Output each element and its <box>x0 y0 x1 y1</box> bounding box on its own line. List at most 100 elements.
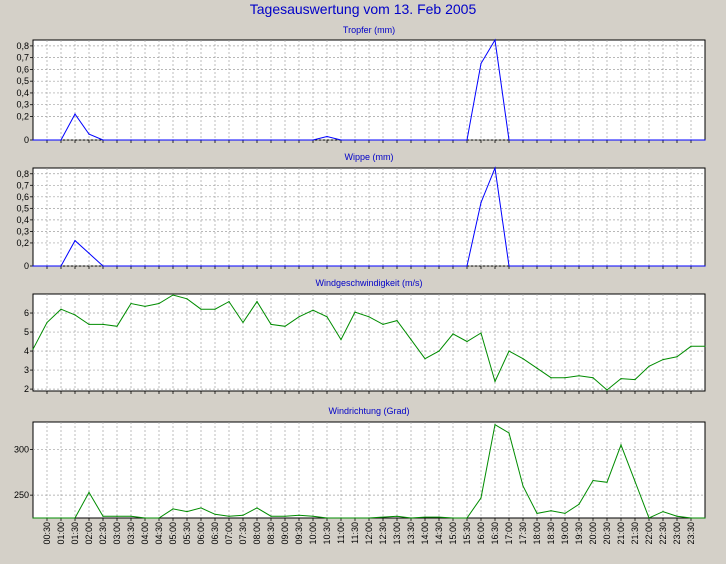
data-point <box>424 358 426 360</box>
data-point <box>354 265 356 267</box>
data-point <box>88 323 90 325</box>
data-point <box>60 139 62 141</box>
data-point <box>676 356 678 358</box>
data-point <box>480 497 482 499</box>
data-point <box>130 302 132 305</box>
data-point <box>116 139 118 141</box>
data-point <box>298 265 300 267</box>
data-point <box>536 265 538 267</box>
data-point <box>228 515 230 517</box>
data-point <box>340 339 342 341</box>
data-point <box>88 133 90 135</box>
data-point <box>214 308 216 310</box>
x-tick-label: 21:00 <box>616 522 626 545</box>
x-tick-label: 16:30 <box>490 522 500 545</box>
x-tick-label: 19:30 <box>574 522 584 545</box>
data-point <box>340 517 342 519</box>
data-point <box>298 139 300 141</box>
data-point <box>634 480 636 482</box>
data-point <box>172 139 174 141</box>
data-point <box>438 516 440 518</box>
data-point <box>508 350 510 352</box>
data-point <box>704 139 706 141</box>
data-point <box>326 517 328 519</box>
chart-title: Tropfer (mm) <box>343 25 395 35</box>
data-point <box>396 320 398 322</box>
data-point <box>88 252 90 254</box>
x-tick-label: 06:30 <box>210 522 220 545</box>
data-point <box>298 514 300 516</box>
data-point <box>438 139 440 141</box>
data-point <box>60 308 62 310</box>
data-point <box>424 139 426 141</box>
data-point <box>578 265 580 267</box>
data-point <box>340 265 342 267</box>
data-point <box>410 339 412 341</box>
data-point <box>704 345 706 347</box>
x-tick-label: 02:00 <box>84 522 94 545</box>
data-point <box>410 265 412 267</box>
data-point <box>648 517 650 519</box>
data-point <box>452 265 454 267</box>
data-point <box>452 139 454 141</box>
data-point <box>592 265 594 267</box>
data-point <box>186 511 188 513</box>
data-point <box>494 167 496 169</box>
data-point <box>522 358 524 360</box>
data-point <box>382 265 384 267</box>
x-tick-label: 10:30 <box>322 522 332 545</box>
y-tick-label: 0,4 <box>16 215 29 225</box>
data-point <box>368 316 370 318</box>
y-tick-label: 0,7 <box>16 53 29 63</box>
data-point <box>550 377 552 379</box>
x-tick-label: 17:00 <box>504 522 514 545</box>
data-point <box>158 517 160 519</box>
data-point <box>242 265 244 267</box>
chart-title: Windrichtung (Grad) <box>328 406 409 416</box>
x-tick-label: 14:00 <box>420 522 430 545</box>
data-point <box>662 139 664 141</box>
data-point <box>606 265 608 267</box>
data-point <box>494 39 496 41</box>
data-point <box>354 517 356 519</box>
data-point <box>32 517 34 519</box>
data-point <box>46 139 48 141</box>
data-point <box>102 139 104 141</box>
page-title: Tagesauswertung vom 13. Feb 2005 <box>249 1 477 17</box>
data-point <box>284 325 286 327</box>
data-point <box>676 139 678 141</box>
data-point <box>354 311 356 313</box>
x-tick-label: 16:00 <box>476 522 486 545</box>
data-point <box>74 240 76 242</box>
data-point <box>270 515 272 517</box>
x-tick-label: 04:00 <box>140 522 150 545</box>
data-point <box>592 377 594 379</box>
data-point <box>480 202 482 204</box>
x-tick-label: 01:00 <box>56 522 66 545</box>
data-point <box>578 375 580 377</box>
data-point <box>564 265 566 267</box>
data-point <box>144 517 146 519</box>
data-point <box>676 265 678 267</box>
data-point <box>662 359 664 361</box>
data-point <box>634 139 636 141</box>
x-tick-label: 14:30 <box>434 522 444 545</box>
x-tick-label: 05:00 <box>168 522 178 545</box>
data-point <box>242 321 244 324</box>
y-tick-label: 0,8 <box>16 41 29 51</box>
data-point <box>690 139 692 141</box>
x-tick-label: 23:00 <box>672 522 682 545</box>
data-point <box>74 314 76 316</box>
data-point <box>172 265 174 267</box>
data-point <box>74 517 76 519</box>
data-point <box>704 265 706 267</box>
data-point <box>102 323 104 325</box>
data-point <box>284 139 286 141</box>
data-point <box>88 491 90 493</box>
data-point <box>298 316 300 318</box>
x-tick-label: 08:00 <box>252 522 262 545</box>
data-point <box>172 508 174 510</box>
data-point <box>424 516 426 518</box>
y-tick-label: 0 <box>24 135 29 145</box>
